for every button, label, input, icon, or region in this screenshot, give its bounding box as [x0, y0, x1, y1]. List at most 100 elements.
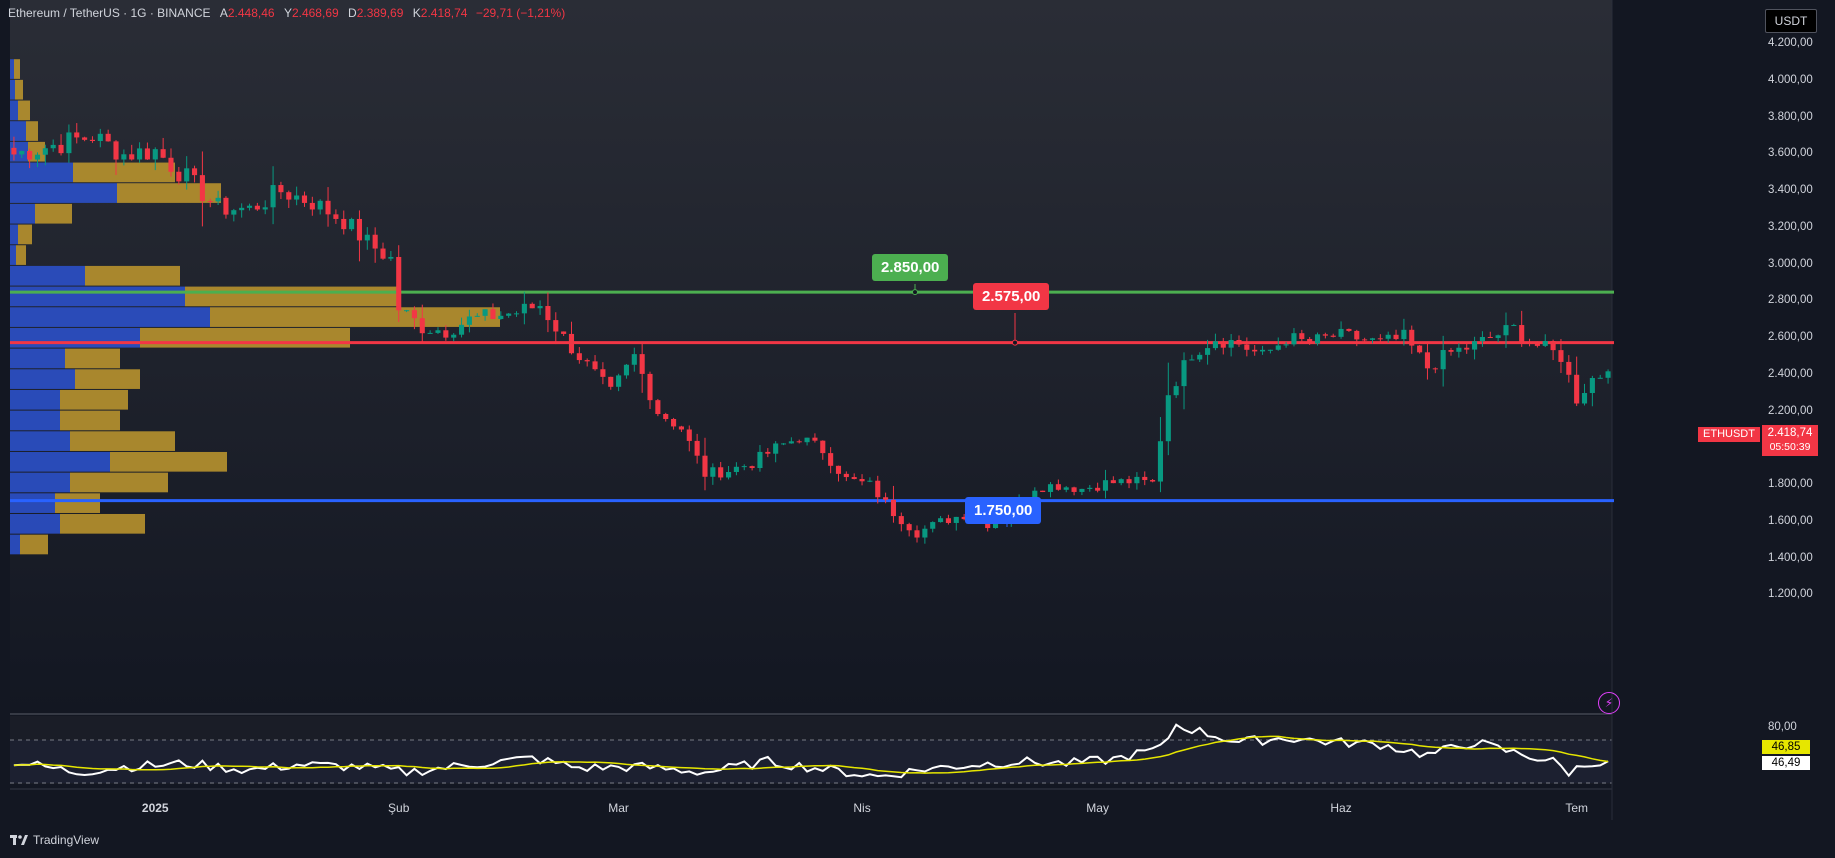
- vp-buy-bar: [10, 100, 18, 121]
- y-tick-label: 3.400,00: [1768, 184, 1813, 196]
- vp-buy-bar: [10, 410, 60, 431]
- lightning-icon[interactable]: ⚡: [1598, 692, 1620, 714]
- candle-body: [686, 429, 692, 441]
- candle-body: [1236, 340, 1242, 345]
- candle-body: [1275, 345, 1281, 350]
- high-label: Y: [283, 6, 292, 20]
- tradingview-logo[interactable]: TradingView: [10, 833, 99, 847]
- candle-body: [144, 148, 150, 160]
- rsi-value-tag: 46,49: [1762, 756, 1810, 770]
- candle-body: [1503, 325, 1509, 336]
- candle-body: [396, 256, 402, 311]
- annotation-red[interactable]: 2.575,00: [973, 283, 1050, 310]
- candle-body: [1307, 338, 1313, 344]
- vp-sell-bar: [55, 493, 100, 513]
- annotation-green[interactable]: 2.850,00: [872, 254, 949, 281]
- candle-body: [733, 466, 739, 472]
- candle-body: [1605, 371, 1611, 378]
- vp-buy-bar: [10, 245, 16, 265]
- candle-body: [1369, 338, 1376, 340]
- candle-body: [906, 524, 912, 531]
- candle-body: [600, 369, 606, 377]
- candle-body: [890, 499, 897, 517]
- candle-body: [655, 400, 661, 414]
- vp-buy-bar: [10, 141, 28, 162]
- candle-body: [246, 205, 253, 208]
- vp-buy-bar: [10, 534, 20, 555]
- vp-buy-bar: [10, 327, 140, 348]
- candle-body: [137, 148, 143, 160]
- candle-body: [1354, 330, 1360, 340]
- candle-body: [270, 185, 276, 208]
- ticker-price-tag: 2.418,74 05:50:39: [1762, 425, 1818, 456]
- candle-body: [859, 479, 865, 482]
- currency-button[interactable]: USDT: [1765, 9, 1817, 33]
- candle-body: [1032, 490, 1038, 502]
- candle-body: [513, 313, 520, 315]
- candle-body: [1244, 344, 1250, 350]
- candle-body: [215, 197, 221, 202]
- candle-body: [97, 133, 103, 142]
- candle-body: [1440, 350, 1446, 370]
- y-tick-label: 2.600,00: [1768, 331, 1813, 343]
- vp-buy-bar: [10, 431, 70, 451]
- candle-body: [58, 144, 64, 154]
- candle-body: [1566, 361, 1572, 375]
- vp-sell-bar: [110, 451, 227, 472]
- candle-body: [372, 234, 378, 249]
- candle-body: [592, 361, 598, 370]
- price-pane: [10, 0, 1612, 712]
- y-tick-label: 1.400,00: [1768, 551, 1813, 564]
- candle-body: [1134, 476, 1140, 484]
- candle-body: [1377, 338, 1383, 340]
- candle-body: [1165, 395, 1171, 442]
- candle-body: [176, 171, 182, 182]
- candle-body: [89, 139, 96, 142]
- candle-body: [1385, 334, 1391, 339]
- candle-body: [757, 451, 763, 469]
- candle-body: [506, 313, 512, 316]
- candle-body: [694, 440, 700, 456]
- candle-body: [199, 175, 205, 202]
- candle-body: [725, 471, 732, 478]
- candle-body: [1055, 484, 1061, 490]
- candle-body: [820, 440, 826, 454]
- symbol-title: Ethereum / TetherUS · 1G · BINANCE: [8, 6, 211, 20]
- vp-sell-bar: [20, 534, 48, 555]
- candle-body: [50, 144, 56, 149]
- y-tick-label: 3.800,00: [1768, 110, 1813, 123]
- candle-body: [427, 332, 433, 334]
- candle-body: [749, 466, 755, 469]
- candle-body: [875, 480, 881, 498]
- y-tick-label: 3.200,00: [1768, 220, 1813, 233]
- candle-body: [1487, 336, 1493, 338]
- candle-body: [1550, 341, 1556, 351]
- candle-body: [1432, 368, 1438, 370]
- candle-body: [333, 214, 339, 219]
- vp-buy-bar: [10, 224, 18, 245]
- vp-sell-bar: [35, 203, 72, 224]
- candle-body: [1401, 329, 1407, 340]
- candle-body: [796, 441, 802, 443]
- vp-buy-bar: [10, 286, 185, 307]
- vp-buy-bar: [10, 162, 73, 183]
- candle-body: [278, 185, 284, 193]
- candle-body: [1087, 487, 1093, 489]
- candle-body: [812, 437, 818, 441]
- vp-sell-bar: [70, 472, 168, 493]
- vp-sell-bar: [140, 327, 350, 348]
- annotation-blue[interactable]: 1.750,00: [965, 497, 1042, 524]
- candle-body: [1393, 334, 1399, 340]
- candle-body: [867, 480, 873, 482]
- symbol-header: Ethereum / TetherUS · 1G · BINANCE A2.44…: [8, 6, 565, 20]
- candle-body: [184, 168, 190, 182]
- candle-body: [1495, 335, 1501, 338]
- candle-body: [294, 195, 300, 200]
- candle-body: [1314, 334, 1321, 344]
- candle-body: [773, 443, 779, 454]
- candle-body: [11, 147, 17, 155]
- candle-body: [1118, 479, 1124, 484]
- candle-body: [82, 137, 88, 140]
- candle-body: [231, 210, 237, 215]
